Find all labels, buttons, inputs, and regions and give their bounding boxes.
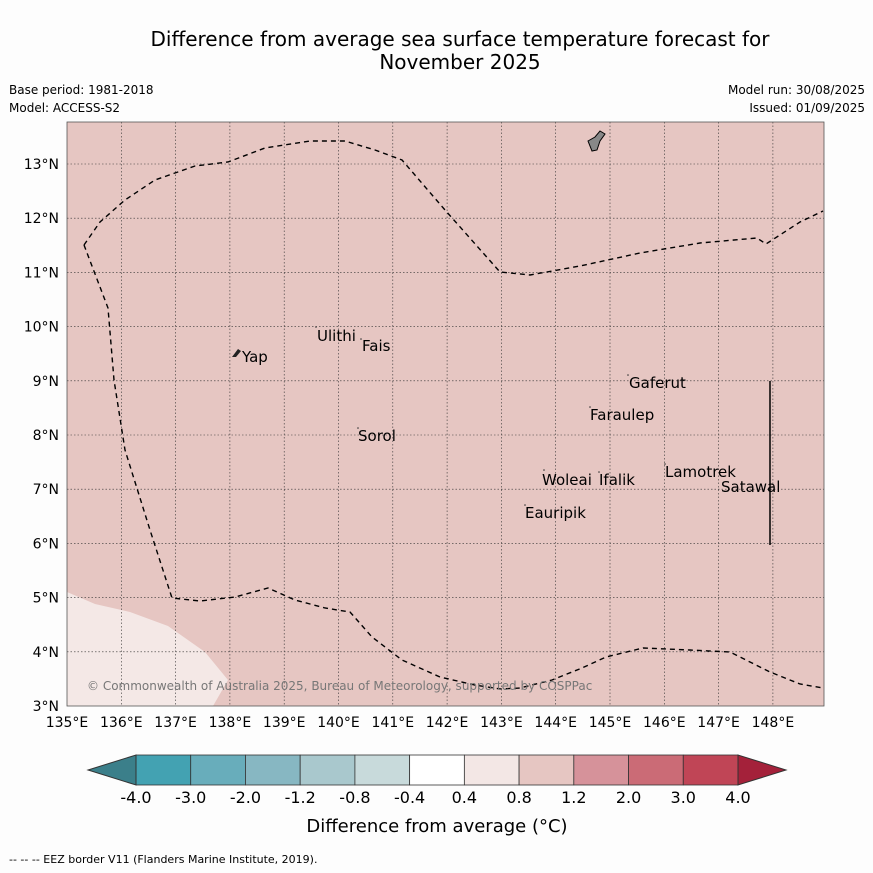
- longitude-label: 147°E: [697, 715, 740, 731]
- latitude-label: 11°N: [24, 265, 59, 281]
- colorbar-under-arrow: [86, 754, 137, 786]
- place-label: Ifalik: [599, 471, 635, 489]
- map-frame: [66, 121, 825, 707]
- longitude-label: 138°E: [209, 715, 252, 731]
- colorbar-tick-label: -1.2: [285, 788, 316, 807]
- latitude-label: 12°N: [24, 211, 59, 227]
- colorbar-tick-label: -0.4: [394, 788, 425, 807]
- place-label: Yap: [241, 348, 268, 366]
- place-label: Faraulep: [590, 406, 654, 424]
- colorbar-cell: [135, 754, 192, 786]
- island-marker: [357, 427, 359, 429]
- map-panel: Ulithi Fais Yap Gaferut Faraulep Sorol Lamotre…: [66, 121, 825, 707]
- island-marker: [524, 504, 526, 506]
- longitude-label: 145°E: [589, 715, 632, 731]
- colorbar-label: Difference from average (°C): [306, 816, 567, 837]
- place-labels: Ulithi Fais Yap Gaferut Faraulep Sorol Lamotre…: [241, 327, 780, 522]
- latitude-label: 10°N: [24, 320, 59, 336]
- colorbar-cell: [299, 754, 356, 786]
- longitude-label: 137°E: [154, 715, 197, 731]
- colorbar-tick-label: 1.2: [561, 788, 586, 807]
- place-label: Woleai: [542, 471, 592, 489]
- longitude-label: 148°E: [752, 715, 795, 731]
- colorbar-tick-label: -0.8: [339, 788, 370, 807]
- latitude-label: 3°N: [33, 699, 59, 715]
- longitude-label: 136°E: [100, 715, 143, 731]
- longitude-tick-labels: 135°E 136°E 137°E 138°E 139°E 140°E 141°E 142°E…: [46, 715, 794, 731]
- colorbar-tick-label: 2.0: [616, 788, 641, 807]
- longitude-label: 135°E: [46, 715, 89, 731]
- colorbar-over-arrow: [737, 754, 788, 786]
- colorbar-tick-label: 3.0: [671, 788, 696, 807]
- colorbar-cell: [628, 754, 684, 786]
- colorbar-tick-label: -4.0: [120, 788, 151, 807]
- latitude-tick-labels: 13°N 12°N 11°N 10°N 9°N 8°N 7°N 6°N 5°N 4°N 3°N: [24, 157, 59, 715]
- base-period: Base period: 1981-2018: [9, 83, 154, 97]
- meta-right: Model run: 30/08/2025 Issued: 01/09/2025: [728, 81, 865, 117]
- longitude-label: 143°E: [480, 715, 523, 731]
- latitude-label: 13°N: [24, 157, 59, 173]
- island-marker: [315, 326, 317, 328]
- near-average-region: [67, 592, 228, 706]
- place-label: Eauripik: [525, 504, 586, 522]
- guam-island: [587, 130, 606, 152]
- colorbar-cell: [190, 754, 246, 786]
- place-label: Fais: [362, 337, 391, 355]
- latitude-label: 7°N: [33, 482, 59, 498]
- longitude-label: 142°E: [426, 715, 469, 731]
- copyright-text: © Commonwealth of Australia 2025, Bureau…: [87, 679, 592, 693]
- colorbar-cell: [245, 754, 301, 786]
- graticule: [67, 122, 824, 706]
- colorbar-tick-labels: -4.0 -3.0 -2.0 -1.2 -0.8 -0.4 0.4 0.8 1.2 2.0 3.0 4…: [120, 788, 750, 807]
- map-title: Difference from average sea surface temp…: [90, 28, 830, 74]
- colorbar-cells: [135, 754, 739, 786]
- longitude-label: 146°E: [643, 715, 686, 731]
- island-marker: [627, 374, 629, 376]
- place-label: Lamotrek: [665, 463, 736, 481]
- colorbar-tick-label: 0.4: [452, 788, 477, 807]
- colorbar-cell: [463, 754, 520, 786]
- colorbar-tick-label: -2.0: [230, 788, 261, 807]
- issued-date: Issued: 01/09/2025: [749, 101, 865, 115]
- model-name: Model: ACCESS-S2: [9, 101, 121, 115]
- longitude-label: 140°E: [317, 715, 360, 731]
- eez-border: [83, 244, 824, 690]
- title-line-2: November 2025: [379, 50, 541, 74]
- island-marker: [589, 406, 591, 408]
- colorbar-cell: [682, 754, 739, 786]
- longitude-label: 144°E: [534, 715, 577, 731]
- latitude-label: 4°N: [33, 645, 59, 661]
- colorbar-cell: [354, 754, 411, 786]
- title-line-1: Difference from average sea surface temp…: [150, 27, 770, 51]
- eez-border-north: [83, 140, 824, 276]
- colorbar: -4.0 -3.0 -2.0 -1.2 -0.8 -0.4 0.4 0.8 1.2 2.0 3.0 4…: [86, 754, 788, 837]
- island-marker: [598, 471, 600, 473]
- map-background: [67, 122, 824, 706]
- colorbar-tick-label: 0.8: [506, 788, 531, 807]
- longitude-label: 141°E: [372, 715, 415, 731]
- place-label: Sorol: [358, 427, 396, 445]
- colorbar-cell: [409, 754, 465, 786]
- island-markers: [315, 326, 666, 506]
- latitude-label: 6°N: [33, 536, 59, 552]
- place-label: Satawal: [721, 478, 780, 496]
- island-marker: [360, 338, 362, 340]
- yap-island: [232, 349, 241, 357]
- eez-legend: -- -- -- EEZ border V11 (Flanders Marine…: [9, 853, 318, 866]
- colorbar-tick-label: 4.0: [725, 788, 750, 807]
- place-label: Ulithi: [317, 327, 356, 345]
- longitude-label: 139°E: [263, 715, 306, 731]
- meta-left: Base period: 1981-2018 Model: ACCESS-S2: [9, 81, 154, 117]
- latitude-label: 5°N: [33, 591, 59, 607]
- latitude-label: 9°N: [33, 374, 59, 390]
- colorbar-cell: [573, 754, 629, 786]
- colorbar-cell: [518, 754, 575, 786]
- colorbar-tick-label: -3.0: [175, 788, 206, 807]
- island-marker: [543, 469, 545, 471]
- island-marker: [664, 463, 666, 465]
- latitude-label: 8°N: [33, 428, 59, 444]
- place-label: Gaferut: [629, 374, 686, 392]
- model-run: Model run: 30/08/2025: [727, 83, 865, 97]
